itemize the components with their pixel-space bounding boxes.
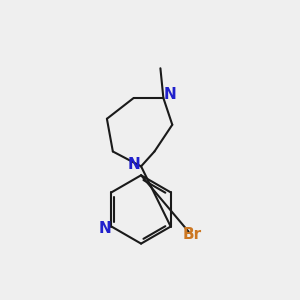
Text: N: N bbox=[99, 220, 111, 236]
Text: N: N bbox=[164, 87, 176, 102]
Text: N: N bbox=[127, 158, 140, 172]
Text: Br: Br bbox=[183, 226, 202, 242]
